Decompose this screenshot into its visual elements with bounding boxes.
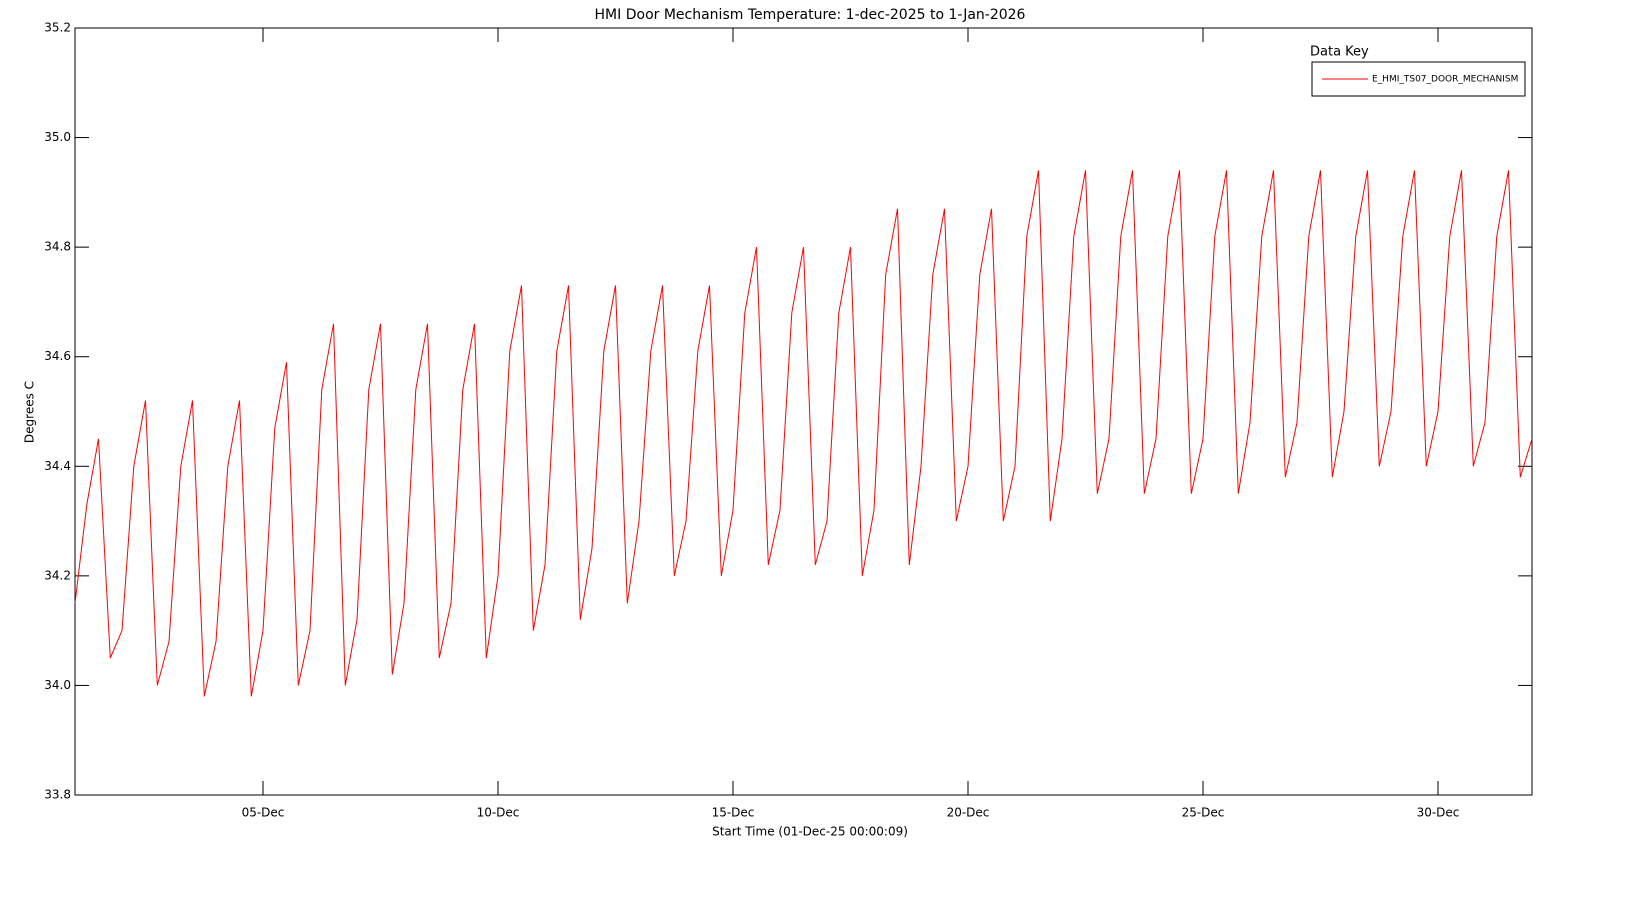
y-tick-label: 34.4 — [44, 459, 71, 473]
plot-frame — [74, 27, 1533, 796]
y-tick-label: 34.8 — [44, 240, 71, 254]
x-axis-label: Start Time (01-Dec-25 00:00:09) — [712, 825, 908, 839]
data-line — [74, 170, 1533, 697]
y-tick-label: 34.2 — [44, 568, 71, 582]
x-tick-label: 20-Dec — [947, 806, 990, 820]
y-axis-label: Degrees C — [23, 381, 37, 443]
legend-label: E_HMI_TS07_DOOR_MECHANISM — [1372, 75, 1518, 85]
y-tick-label: 35.0 — [44, 130, 71, 144]
x-tick-label: 10-Dec — [477, 806, 520, 820]
x-tick-label: 05-Dec — [242, 806, 285, 820]
y-tick-label: 34.6 — [44, 349, 71, 363]
x-tick-label: 25-Dec — [1182, 806, 1225, 820]
y-tick-label: 35.2 — [44, 21, 71, 35]
y-tick-label: 33.8 — [44, 788, 71, 802]
x-tick-label: 30-Dec — [1417, 806, 1460, 820]
legend-title: Data Key — [1310, 45, 1369, 60]
chart-title: HMI Door Mechanism Temperature: 1-dec-20… — [595, 7, 1026, 23]
x-tick-label: 15-Dec — [712, 806, 755, 820]
y-tick-label: 34.0 — [44, 678, 71, 692]
